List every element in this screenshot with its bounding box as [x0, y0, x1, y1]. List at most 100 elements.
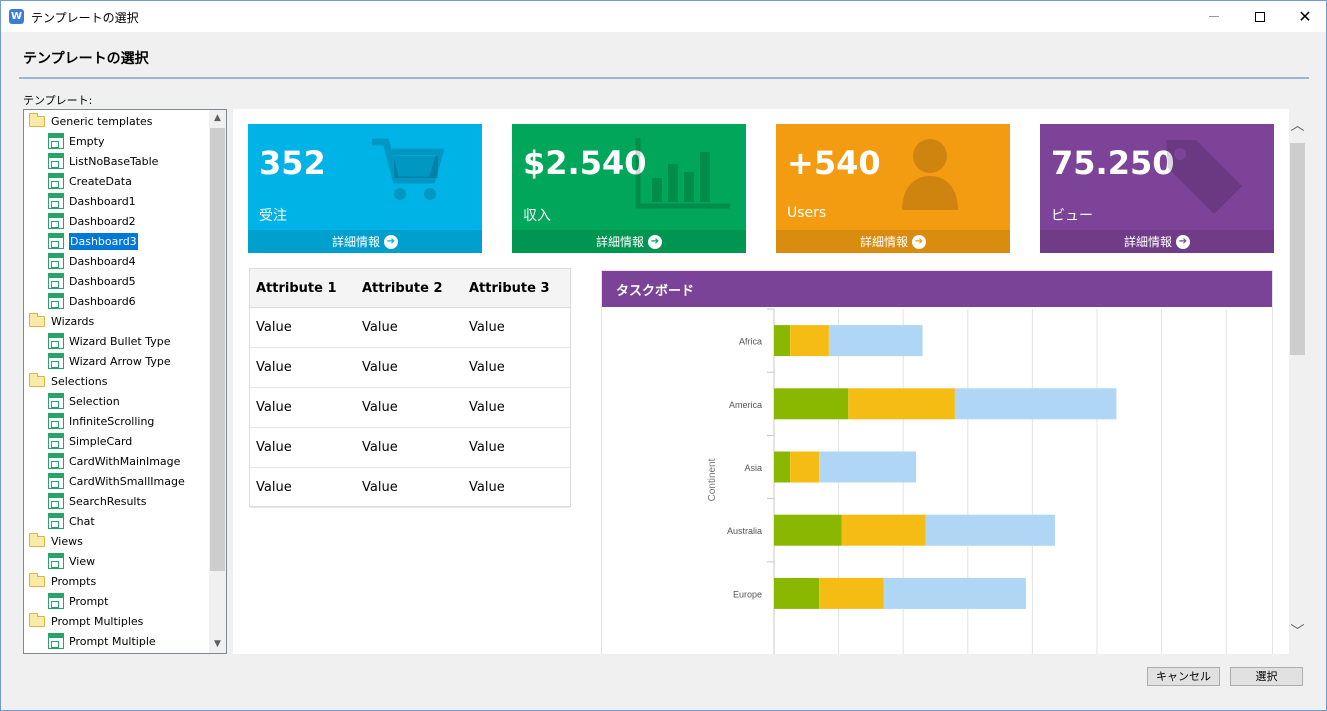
tree-folder[interactable]: Generic templates [29, 111, 153, 131]
bar-segment [819, 451, 917, 483]
tree-item-label: CreateData [69, 174, 132, 188]
tree-item[interactable]: View [48, 551, 95, 571]
tree-item-label: Selection [69, 394, 120, 408]
tree-item[interactable]: Dashboard6 [48, 291, 136, 311]
table-row: Value Value Value [250, 388, 570, 428]
chevron-down-icon[interactable]: ﹀ [1290, 624, 1305, 640]
tree-item[interactable]: InfiniteScrolling [48, 411, 154, 431]
tree-item[interactable]: SearchResults [48, 491, 147, 511]
bar-segment [883, 577, 1026, 609]
more-info-link[interactable]: 詳細情報 ➔ [1040, 230, 1274, 253]
more-info-link[interactable]: 詳細情報 ➔ [776, 230, 1010, 253]
table-cell: Value [362, 480, 398, 495]
stat-value: 352 [259, 144, 326, 182]
template-icon [48, 293, 64, 309]
arrow-right-icon: ➔ [384, 234, 398, 249]
tree-item[interactable]: Dashboard5 [48, 271, 136, 291]
tree-item[interactable]: Prompt [48, 591, 108, 611]
tree-item[interactable]: Dashboard1 [48, 191, 136, 211]
arrow-right-icon: ➔ [1176, 234, 1190, 249]
tree-item-label: Empty [69, 134, 105, 148]
scroll-up-icon[interactable]: ▲ [214, 113, 221, 123]
tree-item[interactable]: SimpleCard [48, 431, 132, 451]
more-info-label: 詳細情報 [859, 235, 908, 249]
template-icon [48, 133, 64, 149]
select-button[interactable]: 選択 [1230, 667, 1303, 686]
bar-segment [925, 514, 1056, 546]
tree-folder[interactable]: Prompts [29, 571, 96, 591]
tree-item[interactable]: Chat [48, 511, 95, 531]
close-button[interactable]: ✕ [1282, 1, 1327, 32]
stat-value: +540 [787, 144, 881, 182]
table-row: Value Value Value [250, 348, 570, 388]
more-info-link[interactable]: 詳細情報 ➔ [512, 230, 746, 253]
table-cell: Value [256, 440, 292, 455]
template-icon [48, 253, 64, 269]
tree-item-label: Chat [69, 514, 95, 528]
tree-item-label: Views [51, 534, 83, 548]
category-label: Australia [727, 526, 762, 536]
tree-item-label: Wizard Bullet Type [69, 334, 171, 348]
template-icon [48, 273, 64, 289]
template-tree[interactable]: Generic templates Empty ListNoBaseTable Cre… [23, 109, 227, 654]
tree-scroll-thumb[interactable] [210, 128, 225, 571]
table-cell: Value [256, 360, 292, 375]
tree-item[interactable]: Empty [48, 131, 104, 151]
template-icon [48, 233, 64, 249]
bar-chart-icon [635, 138, 730, 209]
table-header: Attribute 1 Attribute 2 Attribute 3 [250, 269, 570, 308]
folder-icon [29, 112, 45, 127]
tree-item[interactable]: ListNoBaseTable [48, 151, 158, 171]
template-icon [48, 493, 64, 509]
table-row: Value Value Value [250, 308, 570, 348]
tree-item[interactable]: Dashboard2 [48, 211, 136, 231]
cancel-button[interactable]: キャンセル [1147, 667, 1220, 686]
scroll-down-icon[interactable]: ▼ [214, 639, 221, 649]
category-label: Asia [744, 463, 762, 473]
stat-tile: 352 受注 詳細情報 ➔ [248, 124, 482, 253]
tree-item[interactable]: CardWithSmallImage [48, 471, 185, 491]
folder-icon [29, 532, 45, 547]
tree-item-label: Dashboard6 [69, 294, 136, 308]
chevron-up-icon[interactable]: ︿ [1290, 118, 1305, 134]
template-icon [48, 433, 64, 449]
maximize-button[interactable] [1237, 1, 1283, 32]
preview-scrollbar[interactable]: ︿ ﹀ [1289, 109, 1306, 654]
tree-item[interactable]: Dashboard3 [48, 231, 138, 251]
tree-item-label: Prompt Multiple [69, 634, 156, 648]
category-label: America [729, 400, 762, 410]
tree-folder[interactable]: Views [29, 531, 83, 551]
template-icon [48, 393, 64, 409]
tree-item[interactable]: Selection [48, 391, 120, 411]
tree-item[interactable]: Wizard Arrow Type [48, 351, 171, 371]
tree-folder[interactable]: Selections [29, 371, 107, 391]
template-icon [48, 213, 64, 229]
table-row: Value Value Value [250, 428, 570, 468]
tree-item[interactable]: Prompt Multiple [48, 631, 156, 651]
template-icon [48, 513, 64, 529]
tree-item[interactable]: CardWithMainImage [48, 451, 180, 471]
tree-item-label: Wizards [51, 314, 95, 328]
tree-item-label: SearchResults [69, 494, 147, 508]
preview-scroll-thumb[interactable] [1290, 143, 1305, 355]
tree-item[interactable]: CreateData [48, 171, 132, 191]
template-icon [48, 413, 64, 429]
maximize-icon [1255, 11, 1265, 22]
stacked-bar-chart: Africa America Asia Australia Europe Continen… [707, 308, 1227, 654]
template-icon [48, 553, 64, 569]
bar-segment [790, 325, 829, 357]
tree-item-label: CardWithMainImage [69, 454, 181, 468]
template-icon [48, 453, 64, 469]
tree-folder[interactable]: Wizards [29, 311, 94, 331]
template-preview: 352 受注 詳細情報 ➔ $2.540 収入 詳細情報 ➔ +540 Users 詳細情報 ➔ 75.… [233, 109, 1289, 654]
tree-item[interactable]: Dashboard4 [48, 251, 136, 271]
column-header: Attribute 2 [362, 281, 443, 296]
more-info-link[interactable]: 詳細情報 ➔ [248, 230, 482, 253]
tree-scrollbar[interactable]: ▲ ▼ [209, 110, 226, 653]
stat-tile: $2.540 収入 詳細情報 ➔ [512, 124, 746, 253]
minimize-button[interactable] [1191, 1, 1237, 32]
tree-folder[interactable]: Prompt Multiples [29, 611, 143, 631]
tree-item[interactable]: Wizard Bullet Type [48, 331, 171, 351]
arrow-right-icon: ➔ [648, 234, 662, 249]
bar-segment [790, 451, 820, 483]
